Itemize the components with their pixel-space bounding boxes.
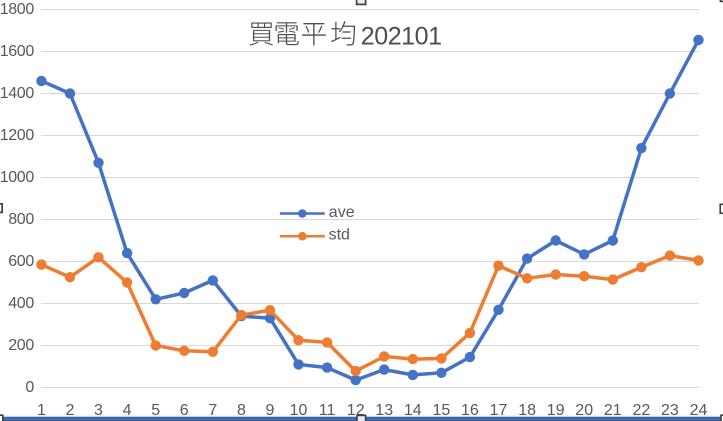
svg-text:14: 14 (404, 402, 422, 419)
svg-text:202101: 202101 (361, 23, 442, 51)
svg-text:19: 19 (547, 402, 565, 419)
svg-text:1600: 1600 (0, 43, 34, 60)
svg-text:400: 400 (8, 295, 34, 312)
svg-text:5: 5 (151, 402, 160, 419)
svg-text:10: 10 (290, 402, 308, 419)
svg-text:1000: 1000 (0, 169, 34, 186)
svg-text:ave: ave (329, 204, 355, 221)
svg-text:24: 24 (690, 402, 708, 419)
svg-text:1: 1 (37, 402, 46, 419)
svg-text:9: 9 (266, 402, 275, 419)
svg-text:17: 17 (490, 402, 508, 419)
svg-text:16: 16 (461, 402, 479, 419)
svg-text:200: 200 (8, 337, 34, 354)
svg-text:800: 800 (8, 211, 34, 228)
svg-text:std: std (329, 227, 350, 244)
svg-text:18: 18 (518, 402, 536, 419)
svg-text:20: 20 (575, 402, 593, 419)
svg-text:1800: 1800 (0, 1, 34, 18)
svg-text:4: 4 (123, 402, 132, 419)
svg-text:23: 23 (661, 402, 679, 419)
svg-text:0: 0 (25, 379, 34, 396)
svg-text:2: 2 (66, 402, 75, 419)
svg-text:600: 600 (8, 253, 34, 270)
svg-text:1200: 1200 (0, 127, 34, 144)
svg-text:1400: 1400 (0, 85, 34, 102)
svg-text:15: 15 (433, 402, 451, 419)
svg-text:22: 22 (633, 402, 651, 419)
svg-text:7: 7 (208, 402, 217, 419)
svg-text:3: 3 (94, 402, 103, 419)
svg-text:11: 11 (319, 402, 336, 419)
svg-text:8: 8 (237, 402, 246, 419)
svg-text:21: 21 (604, 402, 622, 419)
svg-text:6: 6 (180, 402, 189, 419)
svg-text:13: 13 (375, 402, 393, 419)
